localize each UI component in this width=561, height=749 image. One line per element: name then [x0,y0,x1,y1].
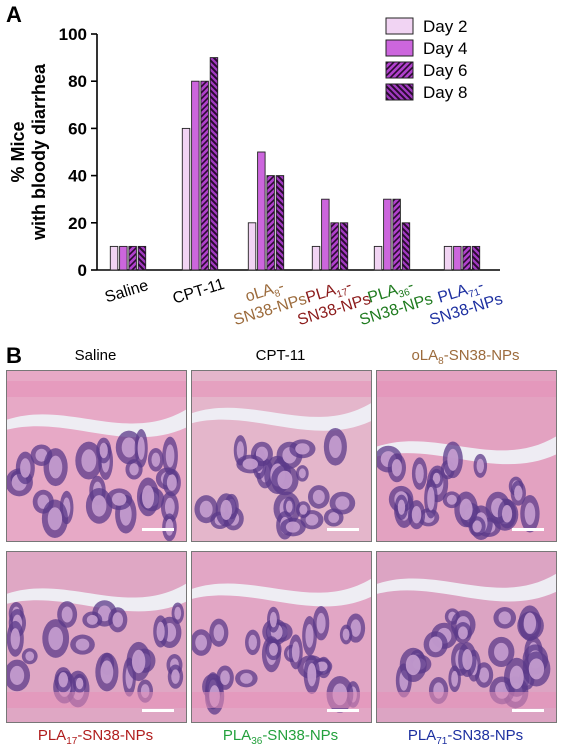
scale-bar [327,709,359,712]
bar [209,57,219,271]
micrograph-image [376,370,557,542]
micrograph-label: PLA17-SN38-NPs [37,727,154,747]
micrograph-image [376,551,557,723]
y-tick-label: 40 [68,167,87,186]
micrograph-label: PLA36-SN38-NPs [222,727,339,747]
y-tick-label: 80 [68,72,87,91]
category-labels: Saline CPT-11 oLA8-SN38-NPsPLA17-SN38-NPsP… [103,276,505,329]
micrograph-label: Saline [74,347,117,364]
bar-chart: 0 20 40 60 80 100 Day 2 Day 4 Day 6 Day 8 % Mice… [8,17,505,329]
category-label-line: CPT-11 [171,276,227,308]
bar [401,222,411,271]
bar [275,175,285,271]
bar [247,222,257,271]
scale-bar [142,709,174,712]
bar [311,245,321,271]
bar [330,222,339,271]
micrograph-image [6,551,187,723]
bar [181,127,191,271]
legend-label: Day 6 [423,61,467,80]
legend-swatch [385,39,414,57]
bar [137,245,147,271]
bar [128,245,137,271]
y-tick-label: 20 [68,214,87,233]
micrograph-label: PLA71-SN38-NPs [407,727,524,747]
bar [373,245,383,271]
bar [339,222,349,271]
legend: Day 2 Day 4 Day 6 Day 8 [385,17,467,102]
category-label: Saline [103,277,151,306]
legend-label: Day 4 [423,39,467,58]
y-axis: 0 20 40 60 80 100 [59,25,98,280]
y-tick-label: 0 [78,261,87,280]
category-label-line: Saline [103,277,151,306]
bar [109,245,119,271]
legend-swatch [385,61,414,79]
micrograph-image [191,551,372,723]
y-axis-label: % Micewith bloody diarrhea [8,63,49,241]
bar [200,80,209,271]
micrograph-image [191,370,372,542]
y-axis-title: % Micewith bloody diarrhea [8,63,49,241]
bar [471,245,481,271]
scale-bar [512,709,544,712]
scale-bar [327,528,359,531]
scale-bar [512,528,544,531]
bar [443,245,453,271]
bar [257,151,266,271]
category-label: CPT-11 [171,276,227,308]
legend-label: Day 2 [423,17,467,36]
legend-swatch [385,17,414,35]
category-label: oLA8-SN38-NPs [232,278,309,329]
category-label: PLA71-SN38-NPs [428,277,505,329]
legend-swatch [385,83,414,101]
bar [321,198,330,271]
micrograph-label: oLA8-SN38-NPs [411,347,520,367]
panel-a-letter: A [6,2,22,27]
bar [462,245,471,271]
bar [119,245,128,271]
micrograph-image [6,370,187,542]
panel-b-letter: B [6,343,22,368]
bar [266,175,275,271]
bar [383,198,392,271]
y-tick-label: 100 [59,25,87,44]
micrograph-label: CPT-11 [255,347,306,364]
legend-label: Day 8 [423,83,467,102]
bar [191,80,200,271]
bar [453,245,462,271]
bar [392,198,401,271]
bars [109,57,481,271]
scale-bar [142,528,174,531]
y-tick-label: 60 [68,119,87,138]
